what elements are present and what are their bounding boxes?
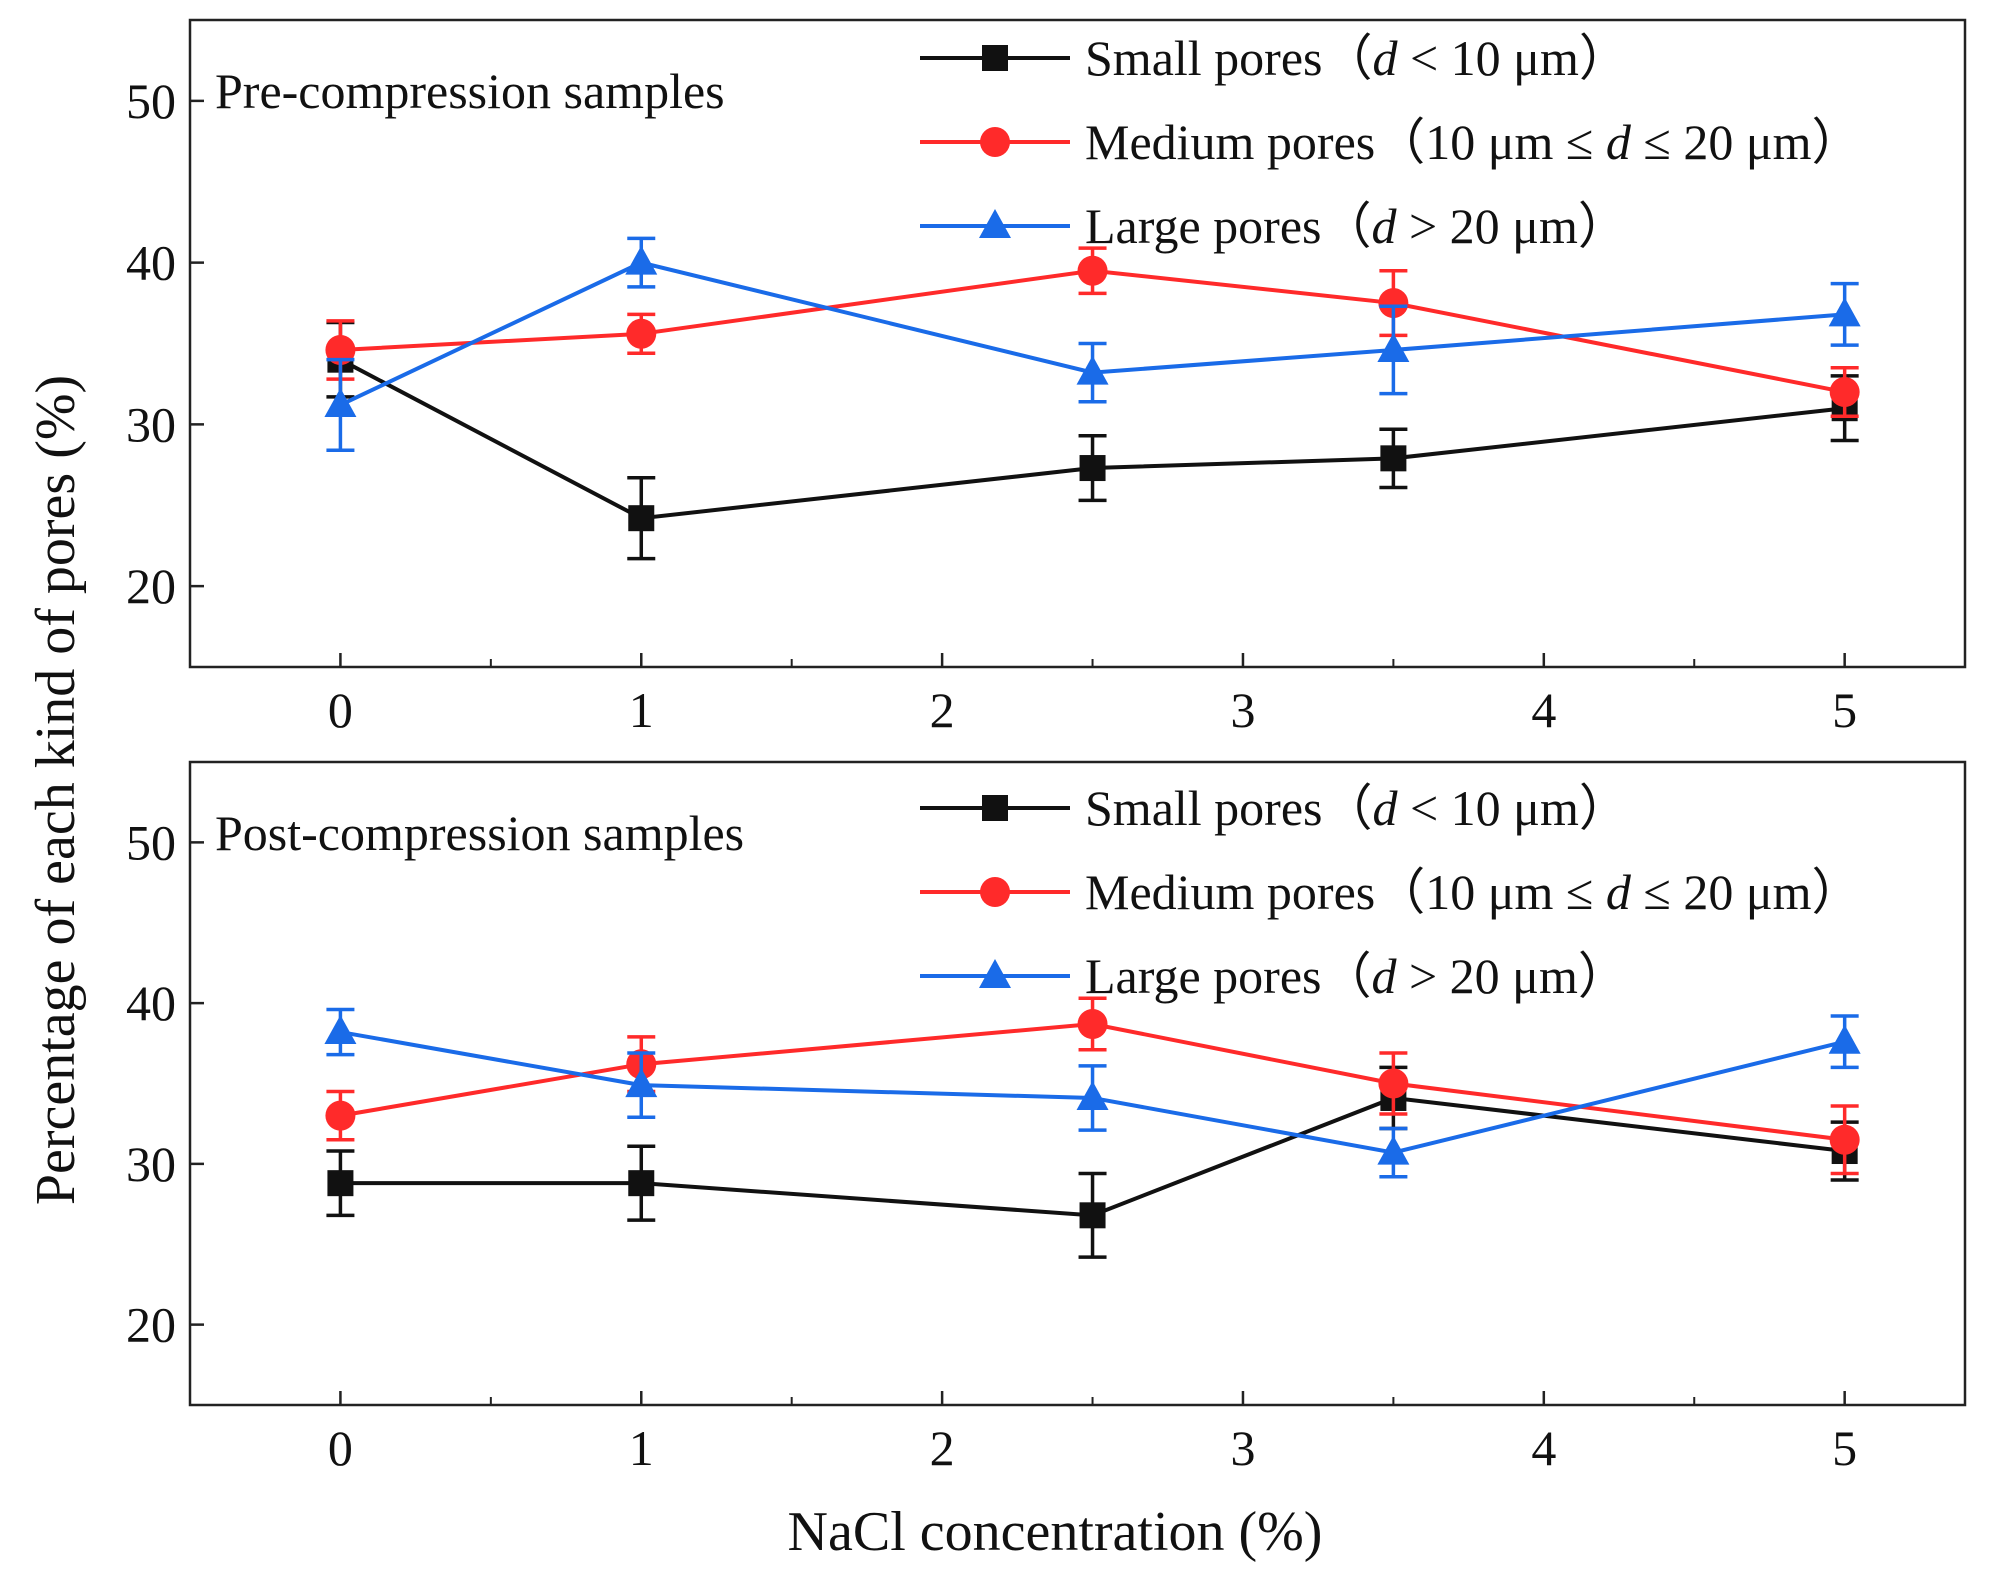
y-tick-label: 20 <box>126 1297 176 1353</box>
legend-item: Medium pores（10 μm ≤ d ≤ 20 μm） <box>920 114 1862 170</box>
legend-item: Small pores（d < 10 μm） <box>920 30 1629 86</box>
data-point <box>1079 1202 1106 1229</box>
y-tick-label: 40 <box>126 975 176 1031</box>
data-point <box>324 387 357 417</box>
legend-marker <box>982 45 1008 71</box>
panel-pre-compression: 0 1 2 3 4 5 20 30 40 50 Pre-compression samples Sma… <box>126 18 1967 738</box>
legend-label: Small pores（d < 10 μm） <box>1085 780 1629 836</box>
y-tick-label: 50 <box>126 73 176 129</box>
data-point <box>1828 297 1861 327</box>
x-tick-label: 2 <box>930 1420 955 1476</box>
plot-frame <box>188 760 1967 1407</box>
data-point <box>1079 455 1106 482</box>
x-tick-label: 3 <box>1230 1420 1255 1476</box>
x-tick-label: 4 <box>1531 682 1556 738</box>
data-point <box>1828 1024 1861 1054</box>
x-tick-label: 0 <box>328 1420 353 1476</box>
data-point <box>1377 1135 1410 1165</box>
data-point <box>1378 288 1409 319</box>
x-tick-label: 2 <box>930 682 955 738</box>
x-tick-label: 5 <box>1832 682 1857 738</box>
legend-label: Large pores（d > 20 μm） <box>1085 948 1628 1004</box>
panel-title: Pre-compression samples <box>215 63 725 119</box>
x-tick-label: 1 <box>629 1420 654 1476</box>
y-tick-label: 40 <box>126 235 176 291</box>
legend-item: Large pores（d > 20 μm） <box>920 198 1628 254</box>
legend-item: Small pores（d < 10 μm） <box>920 780 1629 836</box>
series-triangle <box>324 1007 1861 1179</box>
x-tick-label: 1 <box>629 682 654 738</box>
data-point <box>327 1170 354 1197</box>
y-tick-label: 20 <box>126 558 176 614</box>
data-point <box>625 1068 658 1098</box>
data-point <box>1077 1009 1108 1040</box>
legend-marker <box>982 795 1008 821</box>
data-point <box>1377 332 1410 362</box>
data-point <box>1829 377 1860 408</box>
legend-marker <box>979 959 1011 988</box>
data-point <box>324 1015 357 1045</box>
legend-label: Medium pores（10 μm ≤ d ≤ 20 μm） <box>1085 114 1862 170</box>
x-axis-title: NaCl concentration (%) <box>788 1501 1323 1563</box>
plot-frame <box>188 18 1967 669</box>
y-tick-label: 30 <box>126 396 176 452</box>
y-tick-label: 30 <box>126 1136 176 1192</box>
data-point <box>1378 1068 1409 1099</box>
y-axis-title: Percentage of each kind of pores (%) <box>25 375 87 1205</box>
data-point <box>1380 445 1407 472</box>
data-point <box>325 1100 356 1131</box>
x-tick-label: 0 <box>328 682 353 738</box>
panel-post-compression: 0 1 2 3 4 5 20 30 40 50 Post-compression samples Sm… <box>126 760 1967 1476</box>
legend-marker <box>980 877 1010 907</box>
data-point <box>628 1170 655 1197</box>
data-point <box>325 334 356 365</box>
series-circle <box>325 246 1860 419</box>
legend-label: Medium pores（10 μm ≤ d ≤ 20 μm） <box>1085 864 1862 920</box>
data-point <box>626 318 657 349</box>
legend-label: Small pores（d < 10 μm） <box>1085 30 1629 86</box>
data-point <box>1076 355 1109 385</box>
x-tick-label: 3 <box>1230 682 1255 738</box>
legend-marker <box>979 209 1011 238</box>
series-triangle <box>324 236 1861 453</box>
data-point <box>1829 1124 1860 1155</box>
legend-item: Medium pores（10 μm ≤ d ≤ 20 μm） <box>920 864 1862 920</box>
legend-marker <box>980 127 1010 157</box>
x-tick-label: 5 <box>1832 1420 1857 1476</box>
panel-title: Post-compression samples <box>215 805 744 861</box>
data-point <box>625 245 658 275</box>
data-point <box>1077 255 1108 286</box>
legend-item: Large pores（d > 20 μm） <box>920 948 1628 1004</box>
x-tick-label: 4 <box>1531 1420 1556 1476</box>
legend-label: Large pores（d > 20 μm） <box>1085 198 1628 254</box>
data-point <box>1076 1080 1109 1110</box>
data-point <box>628 505 655 532</box>
y-tick-label: 50 <box>126 814 176 870</box>
